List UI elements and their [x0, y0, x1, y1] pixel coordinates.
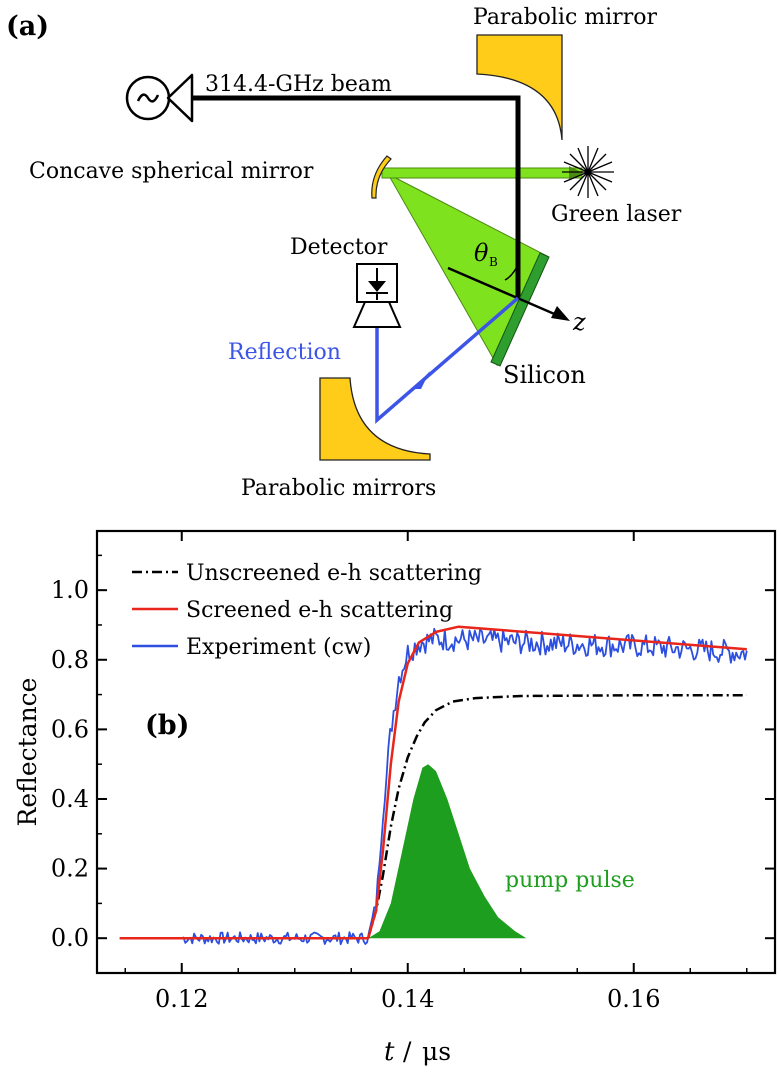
parabolic-mirror-top-label: Parabolic mirror: [473, 5, 657, 30]
green-laser-label: Green laser: [551, 202, 682, 227]
z-axis-label: z: [572, 308, 586, 336]
x-tick-label-2: 0.16: [607, 985, 660, 1013]
x-tick-label-0: 0.12: [155, 985, 208, 1013]
ghz-beam-path: [192, 95, 521, 298]
detector-label: Detector: [290, 235, 388, 260]
angle-arc-curve: [504, 261, 520, 281]
parabolic-mirror-top: [476, 34, 563, 141]
x-axis-title-var: t: [384, 1037, 395, 1067]
silicon-label: Silicon: [503, 361, 586, 389]
x-axis-title: t / μs: [384, 1037, 451, 1067]
green-laser-star-icon: [562, 146, 614, 198]
x-axis-title-sep: /: [403, 1037, 412, 1066]
reflection-arrow-icon: [413, 371, 430, 389]
legend: Unscreened e-h scattering Screened e-h s…: [132, 561, 482, 660]
z-axis-arrow-icon: [551, 306, 570, 321]
y-tick-label-1: 0.2: [51, 855, 89, 883]
y-tick-label-0: 0.0: [51, 924, 89, 952]
lines-layer: [119, 625, 748, 946]
source-icon: [125, 73, 194, 123]
plot-frame: [95, 529, 777, 975]
beam-label: 314.4-GHz beam: [205, 72, 392, 97]
silicon-plate: [490, 252, 550, 367]
laser-arrow-icon: [569, 166, 583, 180]
pump-layer: [368, 764, 527, 939]
panel-label-b: (b): [145, 710, 189, 741]
legend-label-unscreened: Unscreened e-h scattering: [186, 561, 482, 586]
y-axis-title: Reflectance: [13, 678, 42, 827]
reflection-label: Reflection: [228, 340, 341, 365]
angle-subscript-label: B: [489, 255, 498, 269]
x-axis-title-unit: μs: [422, 1037, 451, 1066]
concave-spherical-mirror: [371, 155, 392, 199]
y-ticks: 0.0 0.2 0.4 0.6 0.8 1.0: [51, 554, 775, 974]
legend-label-experiment: Experiment (cw): [186, 635, 371, 660]
y-tick-label-3: 0.6: [51, 715, 89, 743]
z-axis-line: [447, 266, 567, 321]
y-tick-label-4: 0.8: [51, 646, 89, 674]
series-pump-pulse: [368, 764, 527, 939]
angle-arc: [515, 261, 519, 267]
reflection-path: [375, 296, 520, 424]
laser-cone: [386, 172, 548, 367]
legend-label-screened: Screened e-h scattering: [186, 598, 453, 623]
diagram-panel: (a): [6, 5, 682, 501]
panel-label-a: (a): [6, 11, 49, 42]
parabolic-mirrors-bottom-label: Parabolic mirrors: [241, 476, 436, 501]
y-tick-label-2: 0.4: [51, 785, 89, 813]
x-tick-label-1: 0.14: [381, 985, 434, 1013]
series-screened: [119, 625, 747, 940]
concave-mirror-label: Concave spherical mirror: [29, 159, 314, 184]
y-tick-label-5: 1.0: [51, 576, 89, 604]
chart-panel: 0.12 0.14 0.16 0.0 0.2 0.4 0.6 0.8 1.0 Unscreen…: [13, 529, 777, 1067]
series-experiment: [181, 627, 748, 946]
green-laser-beam: [381, 167, 583, 179]
series-unscreened: [366, 694, 747, 939]
parabolic-mirror-bottom: [319, 377, 431, 461]
angle-label: θ: [474, 239, 489, 267]
detector-icon: [352, 263, 402, 328]
x-ticks: 0.12 0.14 0.16: [124, 531, 748, 1013]
pump-pulse-label: pump pulse: [505, 868, 635, 893]
